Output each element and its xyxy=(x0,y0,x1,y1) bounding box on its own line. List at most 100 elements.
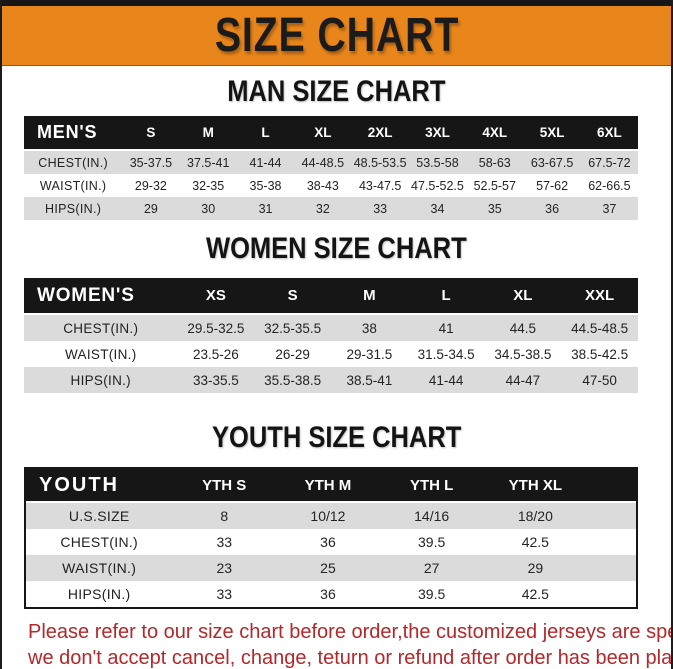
row-label-cell: WAIST(IN.) xyxy=(62,560,137,576)
size-value-cell: 10/12 xyxy=(310,508,346,524)
measure-row: HIPS(IN.) 29 30 31 32 33 34 35 36 37 xyxy=(24,197,638,220)
size-value-cell: 32.5-35.5 xyxy=(264,320,322,336)
men-section-heading: MAN SIZE CHART xyxy=(227,75,446,108)
size-value-cell: 34 xyxy=(430,201,445,216)
size-value-cell: 35-38 xyxy=(249,178,282,193)
size-value-cell: 36 xyxy=(320,534,336,550)
order-note-line-1: Please refer to our size chart before or… xyxy=(28,621,671,643)
size-value-cell: 38-43 xyxy=(306,178,339,193)
size-value-cell: 48.5-53.5 xyxy=(353,155,407,170)
size-column-header: L xyxy=(441,287,451,304)
size-value-cell: 53.5-58 xyxy=(416,155,459,170)
size-value-cell: 44.5 xyxy=(509,320,537,336)
size-value-cell: 35.5-38.5 xyxy=(264,372,322,388)
table-body: CHEST(IN.) 29.5-32.5 32.5-35.5 38 41 44.5 44.5… xyxy=(24,315,638,393)
table-header-row: MEN'S S M L XL 2XL 3XL 4XL 5XL 6XL xyxy=(24,116,638,149)
table-body: CHEST(IN.) 35-37.5 37.5-41 41-44 44-48.5 48.5… xyxy=(24,151,638,220)
table-group-label: WOMEN'S xyxy=(37,284,135,306)
size-column-header: XS xyxy=(205,287,226,304)
size-value-cell: 47.5-52.5 xyxy=(411,178,464,193)
size-value-cell: 33-35.5 xyxy=(192,372,239,388)
size-value-cell: 44-47 xyxy=(505,372,541,388)
size-column-header: YTH M xyxy=(304,476,352,494)
size-value-cell: 63-67.5 xyxy=(530,155,574,170)
size-column-header: XL xyxy=(513,287,533,304)
measure-row: WAIST(IN.) 23 25 27 29 xyxy=(26,555,636,581)
table-group-label: YOUTH xyxy=(39,473,119,496)
measure-row: HIPS(IN.) 33 36 39.5 42.5 xyxy=(26,581,636,607)
size-value-cell: 18/20 xyxy=(517,508,553,524)
size-value-cell: 31 xyxy=(258,201,273,216)
size-value-cell: 26-29 xyxy=(275,346,310,362)
size-value-cell: 29-31.5 xyxy=(346,346,393,362)
table-body: U.S.SIZE 8 10/12 14/16 18/20 CHEST(IN.) 33 36 39… xyxy=(26,503,636,607)
size-value-cell: 31.5-34.5 xyxy=(417,346,475,362)
measure-row: CHEST(IN.) 29.5-32.5 32.5-35.5 38 41 44.5 44.5… xyxy=(24,315,638,341)
size-value-cell: 39.5 xyxy=(418,534,446,550)
size-value-cell: 41-44 xyxy=(249,155,282,170)
measure-row: U.S.SIZE 8 10/12 14/16 18/20 xyxy=(26,503,636,529)
size-column-header: L xyxy=(261,125,270,140)
row-label-cell: WAIST(IN.) xyxy=(39,178,107,193)
size-value-cell: 23 xyxy=(216,560,233,576)
size-value-cell: 14/16 xyxy=(414,508,450,524)
measure-row: HIPS(IN.) 33-35.5 35.5-38.5 38.5-41 41-44 44-… xyxy=(24,367,638,393)
row-label-cell: U.S.SIZE xyxy=(68,508,130,524)
size-value-cell: 32-35 xyxy=(192,178,225,193)
women-section-heading: WOMEN SIZE CHART xyxy=(206,232,467,265)
section-women: WOMEN SIZE CHART WOMEN'S XS S M L XL XXL CHEST(… xyxy=(2,232,671,393)
size-column-header: YTH XL xyxy=(508,476,563,494)
size-column-header: 6XL xyxy=(597,125,622,140)
size-value-cell: 8 xyxy=(220,508,229,524)
measure-row: CHEST(IN.) 33 36 39.5 42.5 xyxy=(26,529,636,555)
size-value-cell: 38 xyxy=(361,320,377,336)
size-column-header: YTH L xyxy=(409,476,454,494)
size-value-cell: 35-37.5 xyxy=(129,155,173,170)
size-value-cell: 23.5-26 xyxy=(192,346,239,362)
row-label-cell: HIPS(IN.) xyxy=(70,372,131,388)
size-value-cell: 29 xyxy=(527,560,544,576)
row-label-cell: CHEST(IN.) xyxy=(38,155,108,170)
size-value-cell: 67.5-72 xyxy=(588,155,631,170)
size-value-cell: 57-62 xyxy=(536,178,569,193)
size-value-cell: 44-48.5 xyxy=(301,155,345,170)
size-value-cell: 33 xyxy=(216,534,233,550)
size-value-cell: 33 xyxy=(373,201,388,216)
title-banner: SIZE CHART xyxy=(2,6,671,66)
size-column-header: S xyxy=(146,125,156,140)
youth-size-table: YOUTH YTH S YTH M YTH L YTH XL U.S.SIZE 8 10/12… xyxy=(24,467,638,609)
table-group-label: MEN'S xyxy=(37,122,98,142)
size-value-cell: 43-47.5 xyxy=(358,178,402,193)
row-label-cell: CHEST(IN.) xyxy=(63,320,139,336)
size-value-cell: 38.5-42.5 xyxy=(571,346,629,362)
size-value-cell: 29 xyxy=(143,201,158,216)
size-column-header: XXL xyxy=(585,287,615,304)
size-value-cell: 42.5 xyxy=(521,586,549,602)
size-value-cell: 39.5 xyxy=(418,586,446,602)
women-size-table: WOMEN'S XS S M L XL XXL CHEST(IN.) 29.5-32.5 32.5… xyxy=(24,278,638,393)
size-column-header: 5XL xyxy=(539,125,565,140)
size-value-cell: 27 xyxy=(423,560,440,576)
size-value-cell: 30 xyxy=(201,201,216,216)
row-label-cell: CHEST(IN.) xyxy=(60,534,139,550)
size-value-cell: 34.5-38.5 xyxy=(494,346,552,362)
page-title: SIZE CHART xyxy=(214,9,459,62)
section-men: MAN SIZE CHART MEN'S S M L XL 2XL 3XL 4XL 5XL 6XL… xyxy=(2,75,671,220)
size-column-header: YTH S xyxy=(202,476,247,494)
order-note-line-2: we don't accept cancel, change, teturn o… xyxy=(28,647,673,669)
size-value-cell: 35 xyxy=(487,201,502,216)
size-value-cell: 47-50 xyxy=(582,372,617,388)
size-column-header: S xyxy=(287,287,298,304)
size-value-cell: 33 xyxy=(216,586,233,602)
men-size-table: MEN'S S M L XL 2XL 3XL 4XL 5XL 6XL CHEST(IN.) 35-37… xyxy=(24,116,638,220)
order-note: Please refer to our size chart before or… xyxy=(28,619,671,669)
size-value-cell: 58-63 xyxy=(478,155,511,170)
size-value-cell: 36 xyxy=(320,586,336,602)
measure-row: CHEST(IN.) 35-37.5 37.5-41 41-44 44-48.5 48.5… xyxy=(24,151,638,174)
row-label-cell: HIPS(IN.) xyxy=(45,201,102,216)
size-value-cell: 37.5-41 xyxy=(187,155,230,170)
size-value-cell: 36 xyxy=(545,201,560,216)
size-value-cell: 44.5-48.5 xyxy=(571,320,629,336)
measure-row: WAIST(IN.) 29-32 32-35 35-38 38-43 43-47.5 47.… xyxy=(24,174,638,197)
